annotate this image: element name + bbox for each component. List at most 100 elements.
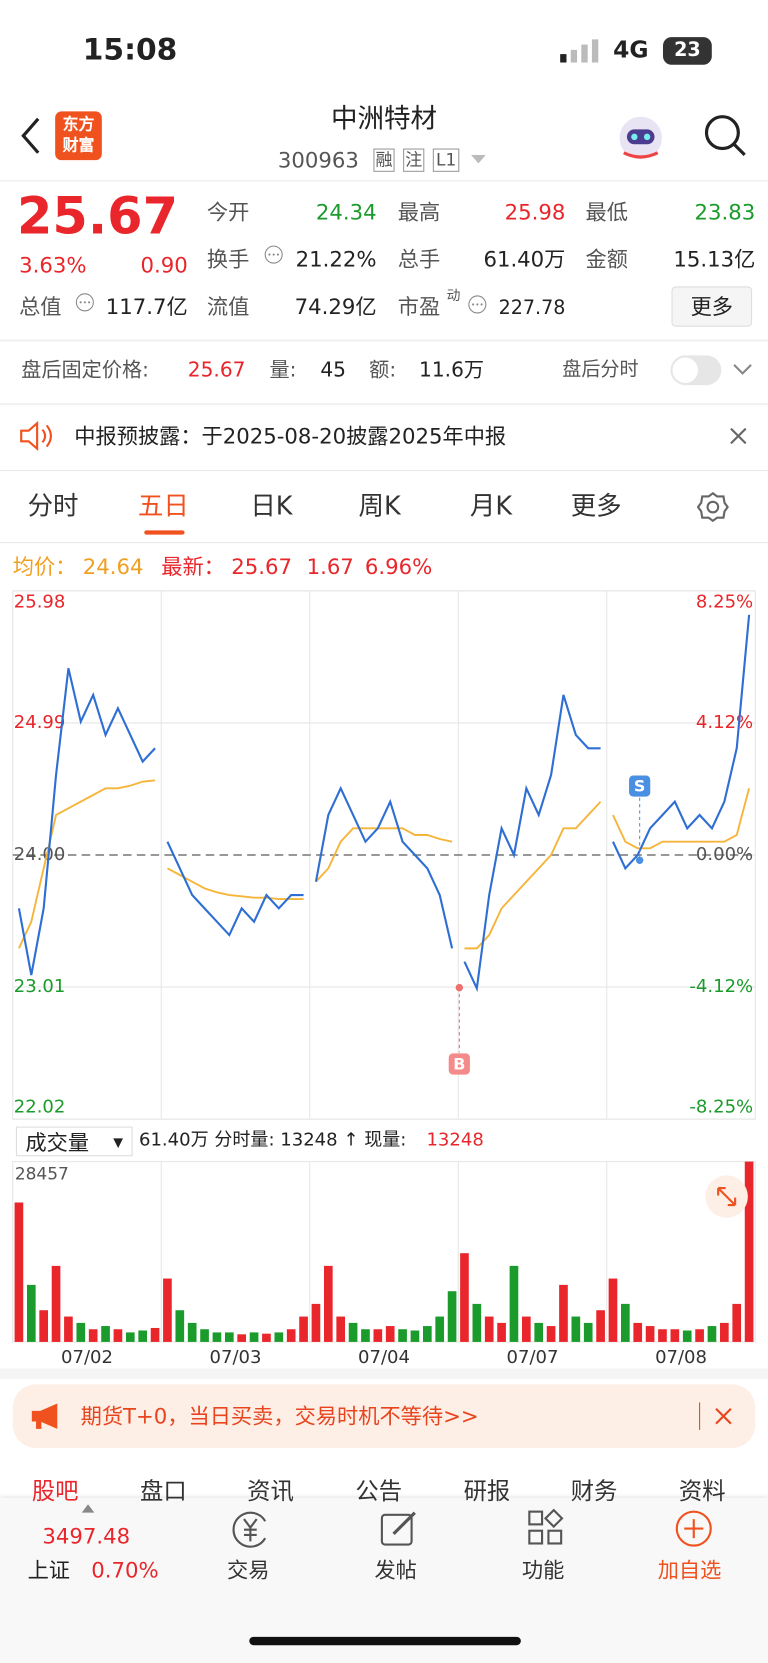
label: 额:	[369, 358, 397, 382]
label: 换手	[206, 246, 250, 272]
toggle[interactable]	[670, 355, 722, 386]
logo-text: 财富	[62, 135, 95, 155]
bar	[51, 1265, 61, 1342]
value: 1.67	[306, 553, 354, 580]
close[interactable]	[730, 427, 747, 445]
speaker	[20, 420, 52, 452]
bar	[744, 1161, 754, 1342]
y-tick-label: 28457	[15, 1164, 69, 1184]
tab[interactable]: 五日	[137, 491, 189, 521]
expand[interactable]	[732, 363, 753, 378]
tab[interactable]: 日K	[250, 491, 293, 521]
value: 25.98	[504, 199, 566, 225]
bar	[138, 1330, 148, 1342]
series-line	[612, 788, 751, 850]
value: 25.67	[231, 553, 293, 580]
bar	[670, 1329, 680, 1342]
indicator: 成交量	[25, 1129, 90, 1156]
bar	[460, 1253, 469, 1342]
label: 总值	[19, 293, 62, 320]
sub-tab[interactable]: 研报	[463, 1478, 511, 1506]
info-icon[interactable]	[467, 294, 488, 315]
sub-tab[interactable]: 资讯	[247, 1478, 294, 1506]
info-icon[interactable]	[74, 292, 95, 313]
bar	[484, 1316, 494, 1342]
badge: 注	[403, 148, 425, 172]
tab[interactable]: 分时	[27, 491, 79, 521]
series-line	[314, 785, 454, 949]
divider	[0, 180, 768, 182]
change-pct: 3.63%	[19, 252, 87, 278]
notice[interactable]: 中报预披露：于2025-08-20披露2025年中报	[74, 423, 507, 449]
series-line	[166, 841, 304, 937]
banner[interactable]	[12, 1384, 756, 1448]
x-tick-label: 07/04	[358, 1347, 410, 1368]
index-name: 上证	[27, 1557, 71, 1583]
label: 量:	[269, 358, 297, 382]
x-tick-label: 07/08	[655, 1347, 707, 1368]
value: 15.13亿	[673, 246, 756, 272]
search[interactable]	[703, 114, 748, 159]
bar	[187, 1322, 197, 1342]
index-pct: 0.70%	[91, 1557, 159, 1583]
info-icon[interactable]	[263, 244, 284, 265]
nav-item[interactable]: 加自选	[657, 1557, 722, 1583]
separator	[699, 1402, 701, 1430]
sub-tab[interactable]: 财务	[570, 1478, 618, 1506]
tab[interactable]: 月K	[469, 491, 513, 521]
label: 总手	[397, 246, 441, 272]
settings[interactable]	[696, 491, 729, 523]
divider	[0, 469, 768, 471]
value: 117.7亿	[105, 293, 188, 320]
tab[interactable]: 周K	[358, 491, 401, 521]
title: 中洲特材	[330, 102, 438, 134]
bar	[348, 1322, 358, 1342]
bar	[113, 1329, 123, 1342]
bar	[373, 1329, 383, 1342]
bar	[559, 1284, 568, 1342]
bar	[682, 1330, 692, 1342]
sub-tab[interactable]: 资料	[678, 1478, 726, 1506]
bar	[249, 1332, 259, 1342]
bar	[645, 1326, 655, 1342]
divider	[0, 403, 768, 406]
sub-tab[interactable]: 公告	[355, 1478, 403, 1506]
label: 盘后固定价格:	[21, 358, 149, 382]
back[interactable]	[19, 117, 44, 155]
bar	[212, 1332, 222, 1342]
nav-item[interactable]: 发帖	[374, 1557, 417, 1583]
divider	[0, 542, 768, 544]
label: 金额	[585, 246, 628, 272]
bar	[732, 1303, 742, 1342]
y2-tick-label: -8.25%	[689, 1096, 753, 1117]
label: 今开	[206, 199, 250, 225]
bar	[299, 1316, 308, 1342]
avatar[interactable]	[617, 115, 664, 162]
marker-label: S	[634, 777, 645, 796]
index-value: 3497.48	[42, 1523, 131, 1549]
bar	[658, 1329, 667, 1342]
label-sup: 动	[446, 288, 461, 305]
marker-dot	[635, 856, 644, 865]
spacer	[0, 1368, 768, 1380]
label: 均价：	[12, 553, 77, 580]
marker	[629, 775, 651, 797]
indicator-select[interactable]: 成交量 ▼	[15, 1126, 133, 1157]
bar	[546, 1326, 556, 1342]
y-tick-label: 24.00	[14, 844, 66, 865]
bar	[323, 1265, 333, 1342]
badge: 融	[373, 148, 395, 172]
sub-tab[interactable]: 股吧	[31, 1478, 79, 1506]
more-button[interactable]: 更多	[671, 286, 753, 327]
nav-item[interactable]: 功能	[521, 1557, 565, 1583]
nav-item[interactable]: 交易	[227, 1557, 270, 1583]
tab[interactable]: 更多	[570, 491, 622, 521]
func-icon	[528, 1508, 564, 1545]
marker-label: B	[453, 1055, 465, 1074]
close[interactable]	[715, 1407, 732, 1425]
sub-tab[interactable]: 盘口	[140, 1478, 187, 1506]
bar	[509, 1265, 519, 1342]
logo-text: 东方	[62, 114, 95, 134]
bar	[76, 1322, 86, 1342]
